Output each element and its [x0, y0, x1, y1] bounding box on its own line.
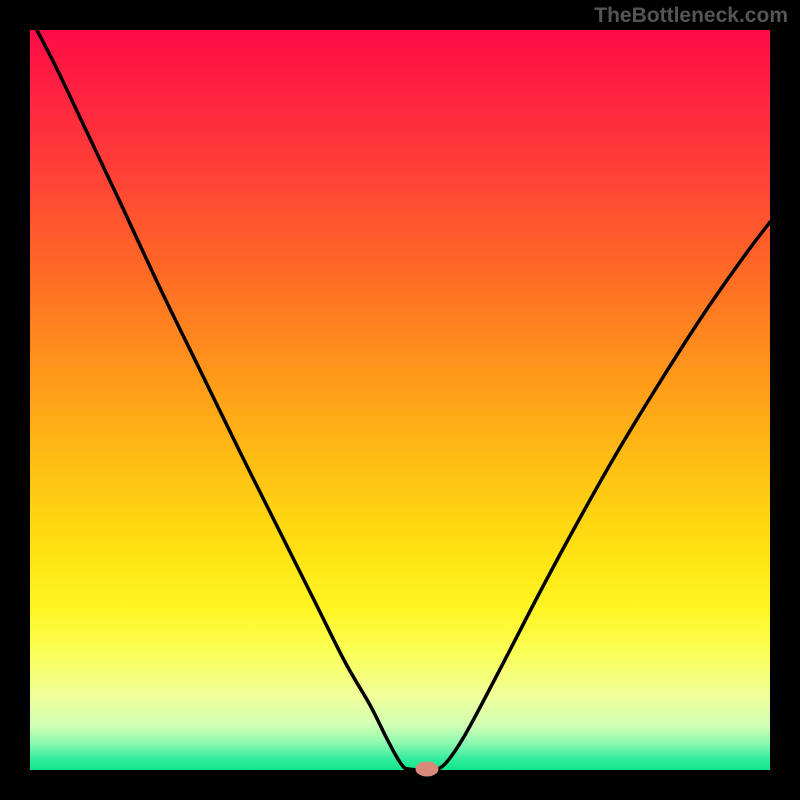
plot-area [30, 30, 770, 770]
optimal-point-marker [416, 762, 438, 776]
bottleneck-chart [0, 0, 800, 800]
watermark-text: TheBottleneck.com [594, 4, 788, 28]
chart-container: TheBottleneck.com [0, 0, 800, 800]
